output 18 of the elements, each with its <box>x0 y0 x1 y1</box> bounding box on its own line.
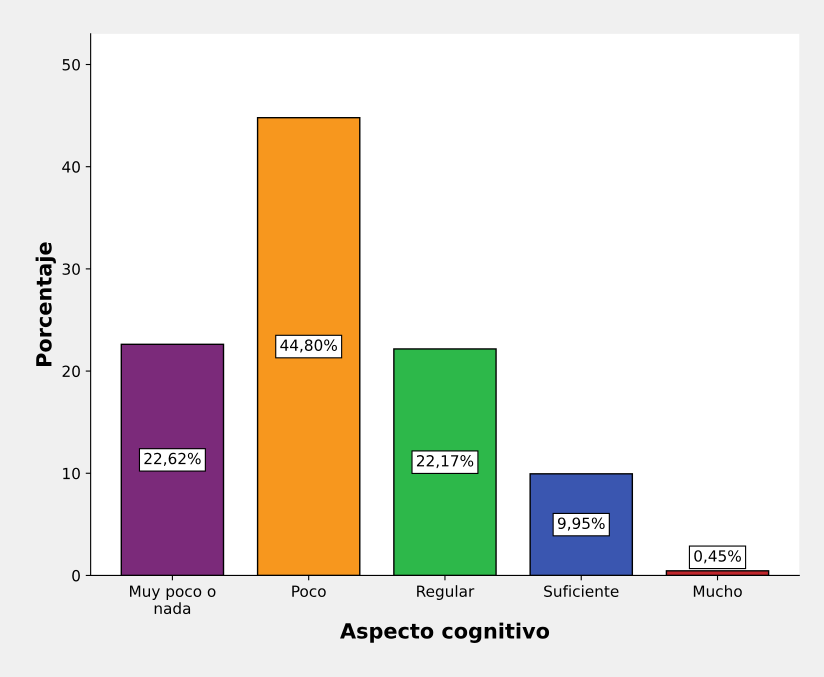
data-label: 22,17% <box>416 455 474 468</box>
x-tick-label: Suficiente <box>544 585 618 597</box>
y-tick-label: 40 <box>62 161 80 173</box>
data-label: 22,62% <box>144 452 201 466</box>
data-label: 9,95% <box>558 517 605 531</box>
y-axis-title: Porcentaje <box>36 242 56 366</box>
x-tick-label: Regular <box>417 585 474 600</box>
y-tick-label: 50 <box>62 58 80 71</box>
data-label: 44,80% <box>280 339 337 353</box>
y-tick-label: 0 <box>72 570 80 582</box>
y-tick-label: 20 <box>62 366 80 378</box>
y-tick-label: 30 <box>62 263 80 275</box>
x-axis-title: Aspecto cognitivo <box>340 622 550 643</box>
x-tick-label: Mucho <box>694 585 742 597</box>
y-tick-label: 10 <box>63 468 80 480</box>
x-tick-label: Poco <box>292 586 326 597</box>
x-tick-label: Muy poco o nada <box>130 586 216 614</box>
data-label: 0,45% <box>694 550 741 564</box>
